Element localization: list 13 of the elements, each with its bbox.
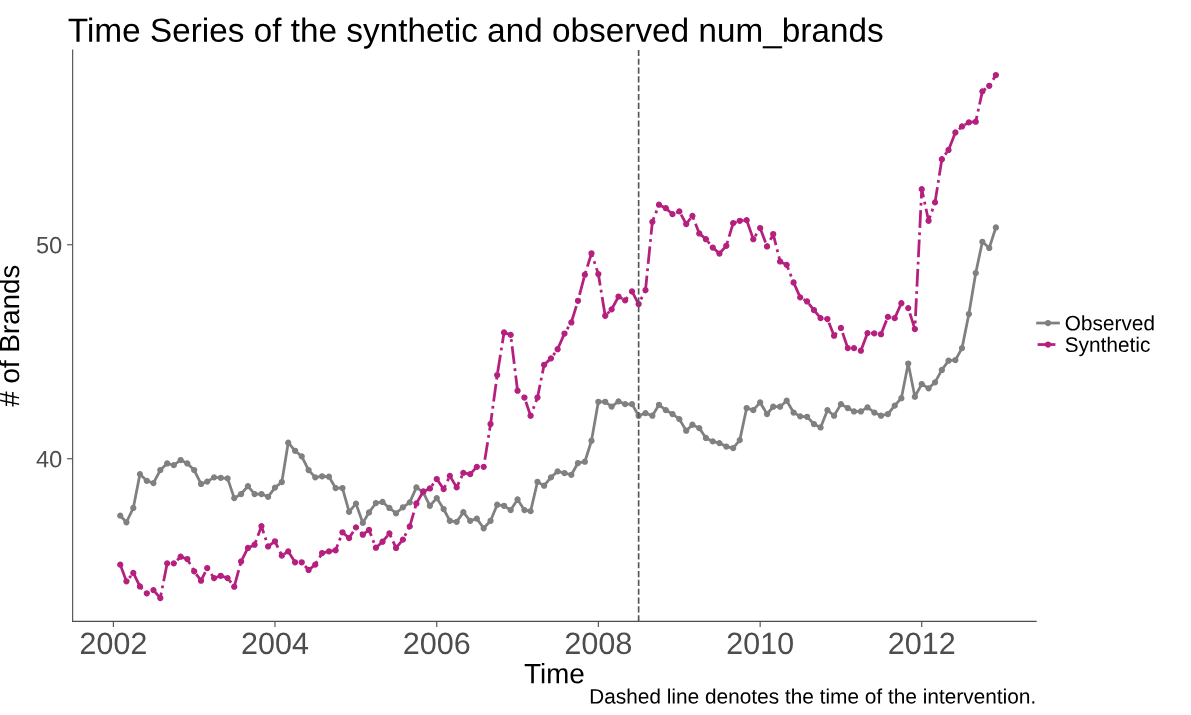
legend-label: Observed: [1065, 315, 1154, 331]
y-tick-label: 50: [36, 236, 62, 254]
x-axis-title: Time: [524, 663, 584, 684]
chart-title: Time Series of the synthetic and observed num_brands: [68, 17, 883, 49]
y-tick-label: 40: [36, 450, 62, 468]
x-tick-label: 2012: [889, 632, 955, 655]
x-tick-label: 2004: [242, 632, 309, 655]
x-tick-label: 2008: [565, 632, 632, 655]
x-tick-label: 2010: [727, 632, 793, 655]
x-tick-label: 2002: [80, 632, 146, 655]
legend-label: Synthetic: [1065, 336, 1150, 357]
text: Dashed line denotes the time of the intervention.: [590, 688, 1035, 704]
x-tick-label: 2006: [404, 632, 470, 655]
